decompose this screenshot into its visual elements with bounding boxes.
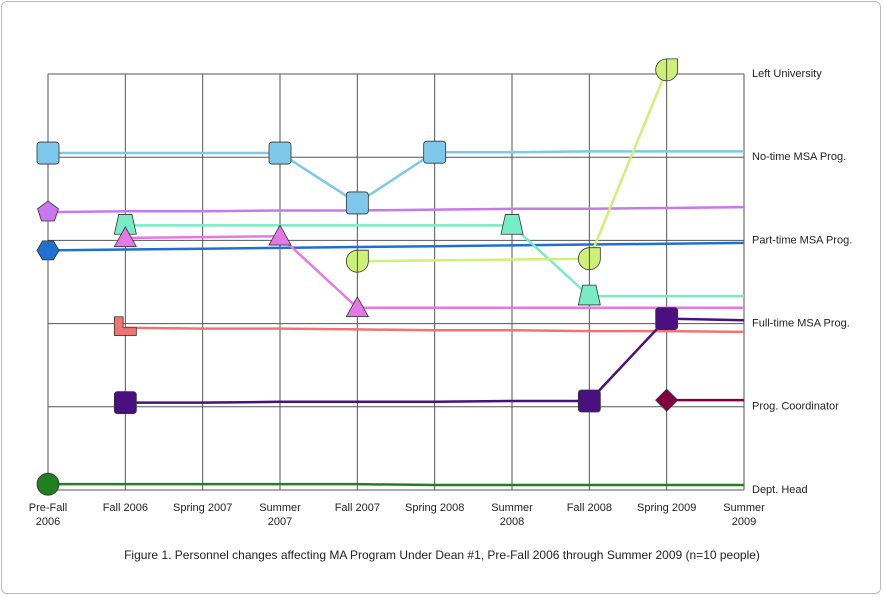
marker xyxy=(37,200,59,222)
y-tick-label: Full-time MSA Prog. xyxy=(752,318,850,330)
x-tick-label: Fall 2008 xyxy=(566,502,612,514)
y-tick-label: Prog. Coordinator xyxy=(752,401,839,413)
marker xyxy=(113,214,137,235)
series-line xyxy=(47,241,745,252)
marker xyxy=(577,389,601,413)
marker xyxy=(113,226,138,248)
y-tick-label: No-time MSA Prog. xyxy=(752,151,846,163)
caption: Figure 1. Personnel changes affecting MA… xyxy=(124,548,760,562)
x-tick-label: Spring 2007 xyxy=(172,502,233,514)
series-line xyxy=(47,205,745,214)
y-tick-label: Dept. Head xyxy=(752,484,808,496)
marker xyxy=(345,295,370,317)
x-tick-label: Pre-Fall 2006 xyxy=(28,502,68,528)
marker xyxy=(268,141,292,165)
x-tick-label: Spring 2008 xyxy=(404,502,465,514)
series-line xyxy=(125,317,745,404)
x-tick-label: Summer 2008 xyxy=(491,502,533,528)
marker xyxy=(345,191,369,215)
x-tick-label: Summer 2009 xyxy=(723,502,765,528)
x-tick-label: Summer 2007 xyxy=(259,502,301,528)
x-tick-label: Spring 2009 xyxy=(636,502,697,514)
series-line xyxy=(125,234,744,310)
marker xyxy=(500,214,524,235)
series-line xyxy=(48,150,744,205)
marker xyxy=(346,249,369,273)
y-tick-label: Left University xyxy=(752,68,822,80)
marker xyxy=(655,388,679,412)
y-tick-label: Part-time MSA Prog. xyxy=(752,234,852,246)
marker xyxy=(36,472,60,496)
marker xyxy=(113,316,137,336)
series-line xyxy=(125,224,744,298)
x-tick-label: Fall 2007 xyxy=(334,502,380,514)
x-tick-label: Fall 2006 xyxy=(102,502,148,514)
series-line xyxy=(125,326,745,334)
marker xyxy=(36,240,60,261)
marker xyxy=(268,224,292,246)
series-line xyxy=(48,482,744,487)
series-line xyxy=(357,69,668,263)
marker xyxy=(577,284,601,306)
marker xyxy=(36,141,60,165)
marker xyxy=(655,307,679,331)
marker xyxy=(423,140,447,164)
marker xyxy=(578,247,601,271)
marker xyxy=(655,58,679,82)
marker xyxy=(113,391,137,415)
